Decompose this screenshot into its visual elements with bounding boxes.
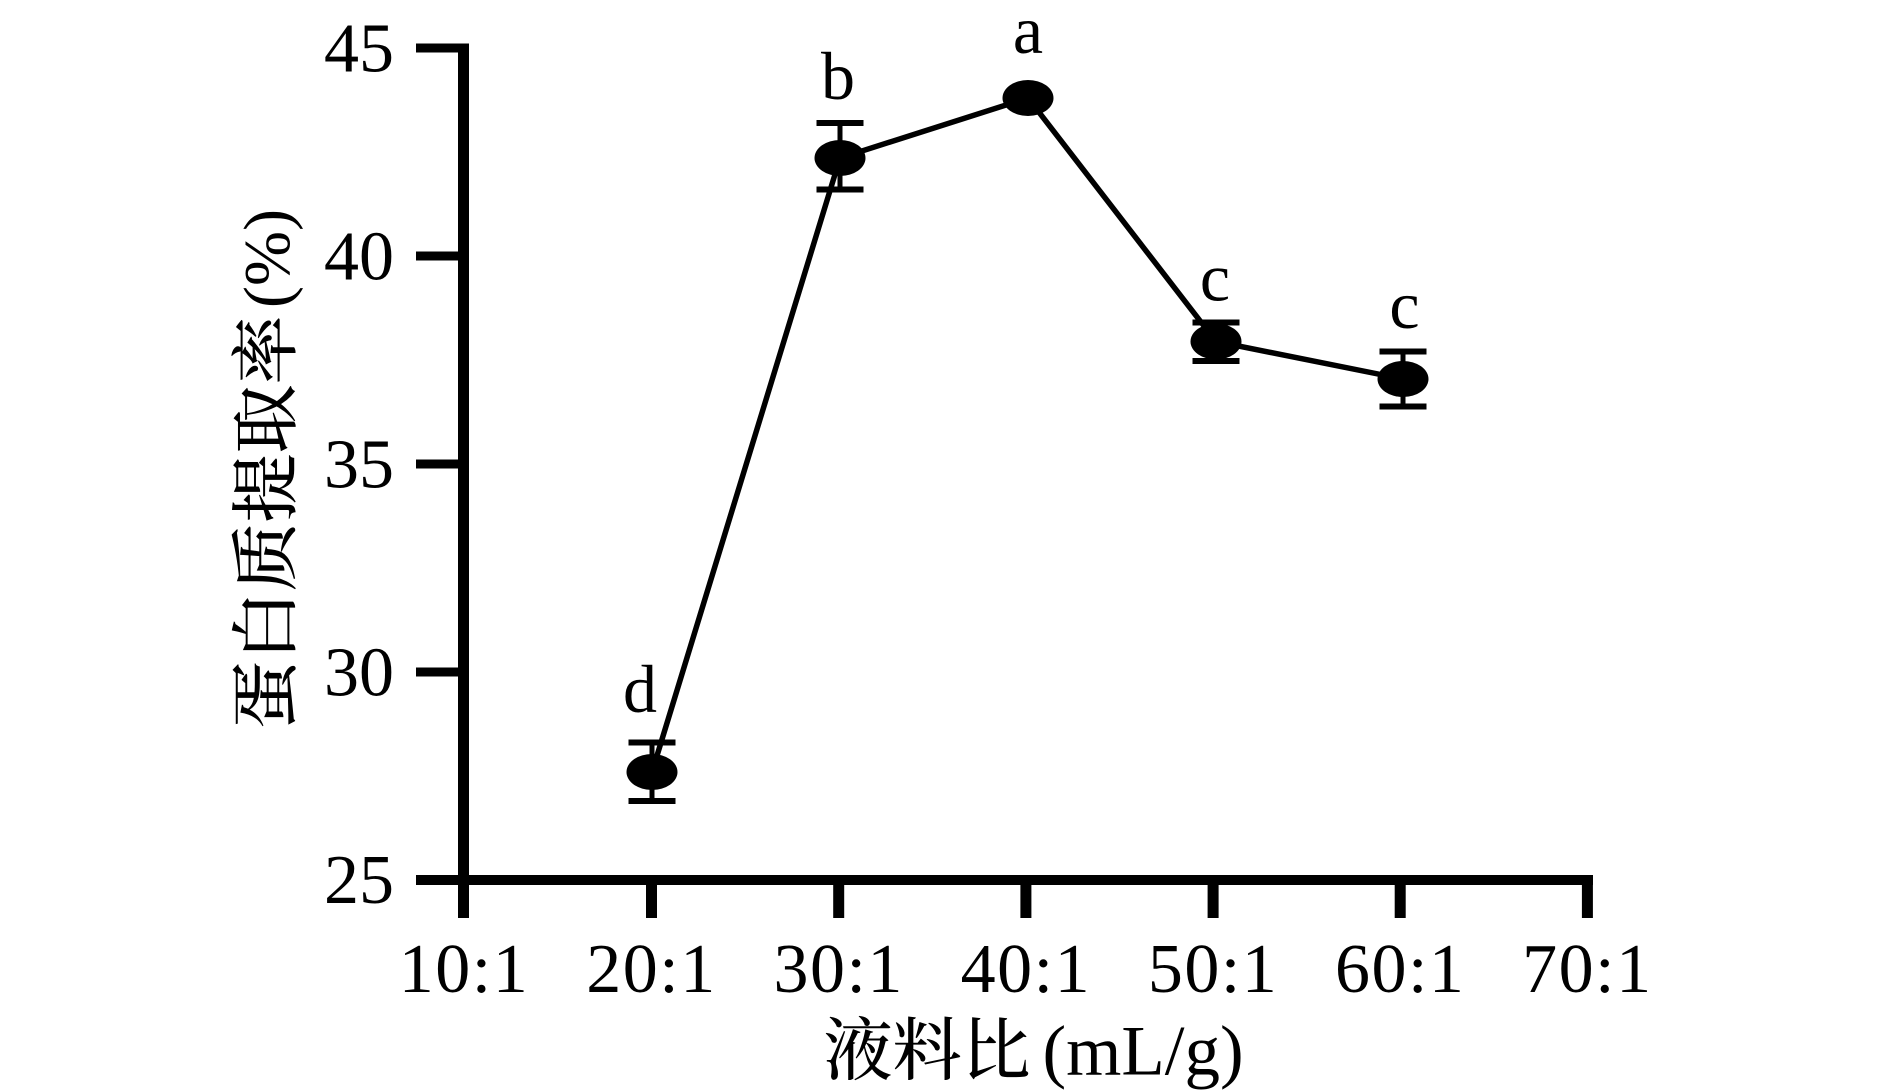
svg-text:(mL/g): (mL/g) bbox=[1043, 1012, 1244, 1090]
svg-text:20:1: 20:1 bbox=[586, 931, 716, 1008]
svg-text:60:1: 60:1 bbox=[1335, 931, 1465, 1008]
svg-text:70:1: 70:1 bbox=[1522, 931, 1652, 1008]
svg-text:35: 35 bbox=[324, 427, 394, 504]
svg-text:d: d bbox=[623, 651, 657, 727]
svg-text:30:1: 30:1 bbox=[773, 931, 903, 1008]
svg-text:25: 25 bbox=[324, 842, 394, 919]
svg-text:(%): (%) bbox=[231, 209, 304, 308]
svg-text:10:1: 10:1 bbox=[399, 931, 529, 1008]
svg-text:c: c bbox=[1200, 240, 1230, 316]
svg-text:40:1: 40:1 bbox=[961, 931, 1091, 1008]
svg-text:a: a bbox=[1013, 0, 1043, 68]
svg-text:50:1: 50:1 bbox=[1148, 931, 1278, 1008]
svg-text:b: b bbox=[821, 38, 855, 114]
svg-text:45: 45 bbox=[324, 11, 394, 88]
svg-text:c: c bbox=[1389, 267, 1419, 343]
svg-text:30: 30 bbox=[324, 635, 394, 712]
svg-text:40: 40 bbox=[324, 219, 394, 296]
